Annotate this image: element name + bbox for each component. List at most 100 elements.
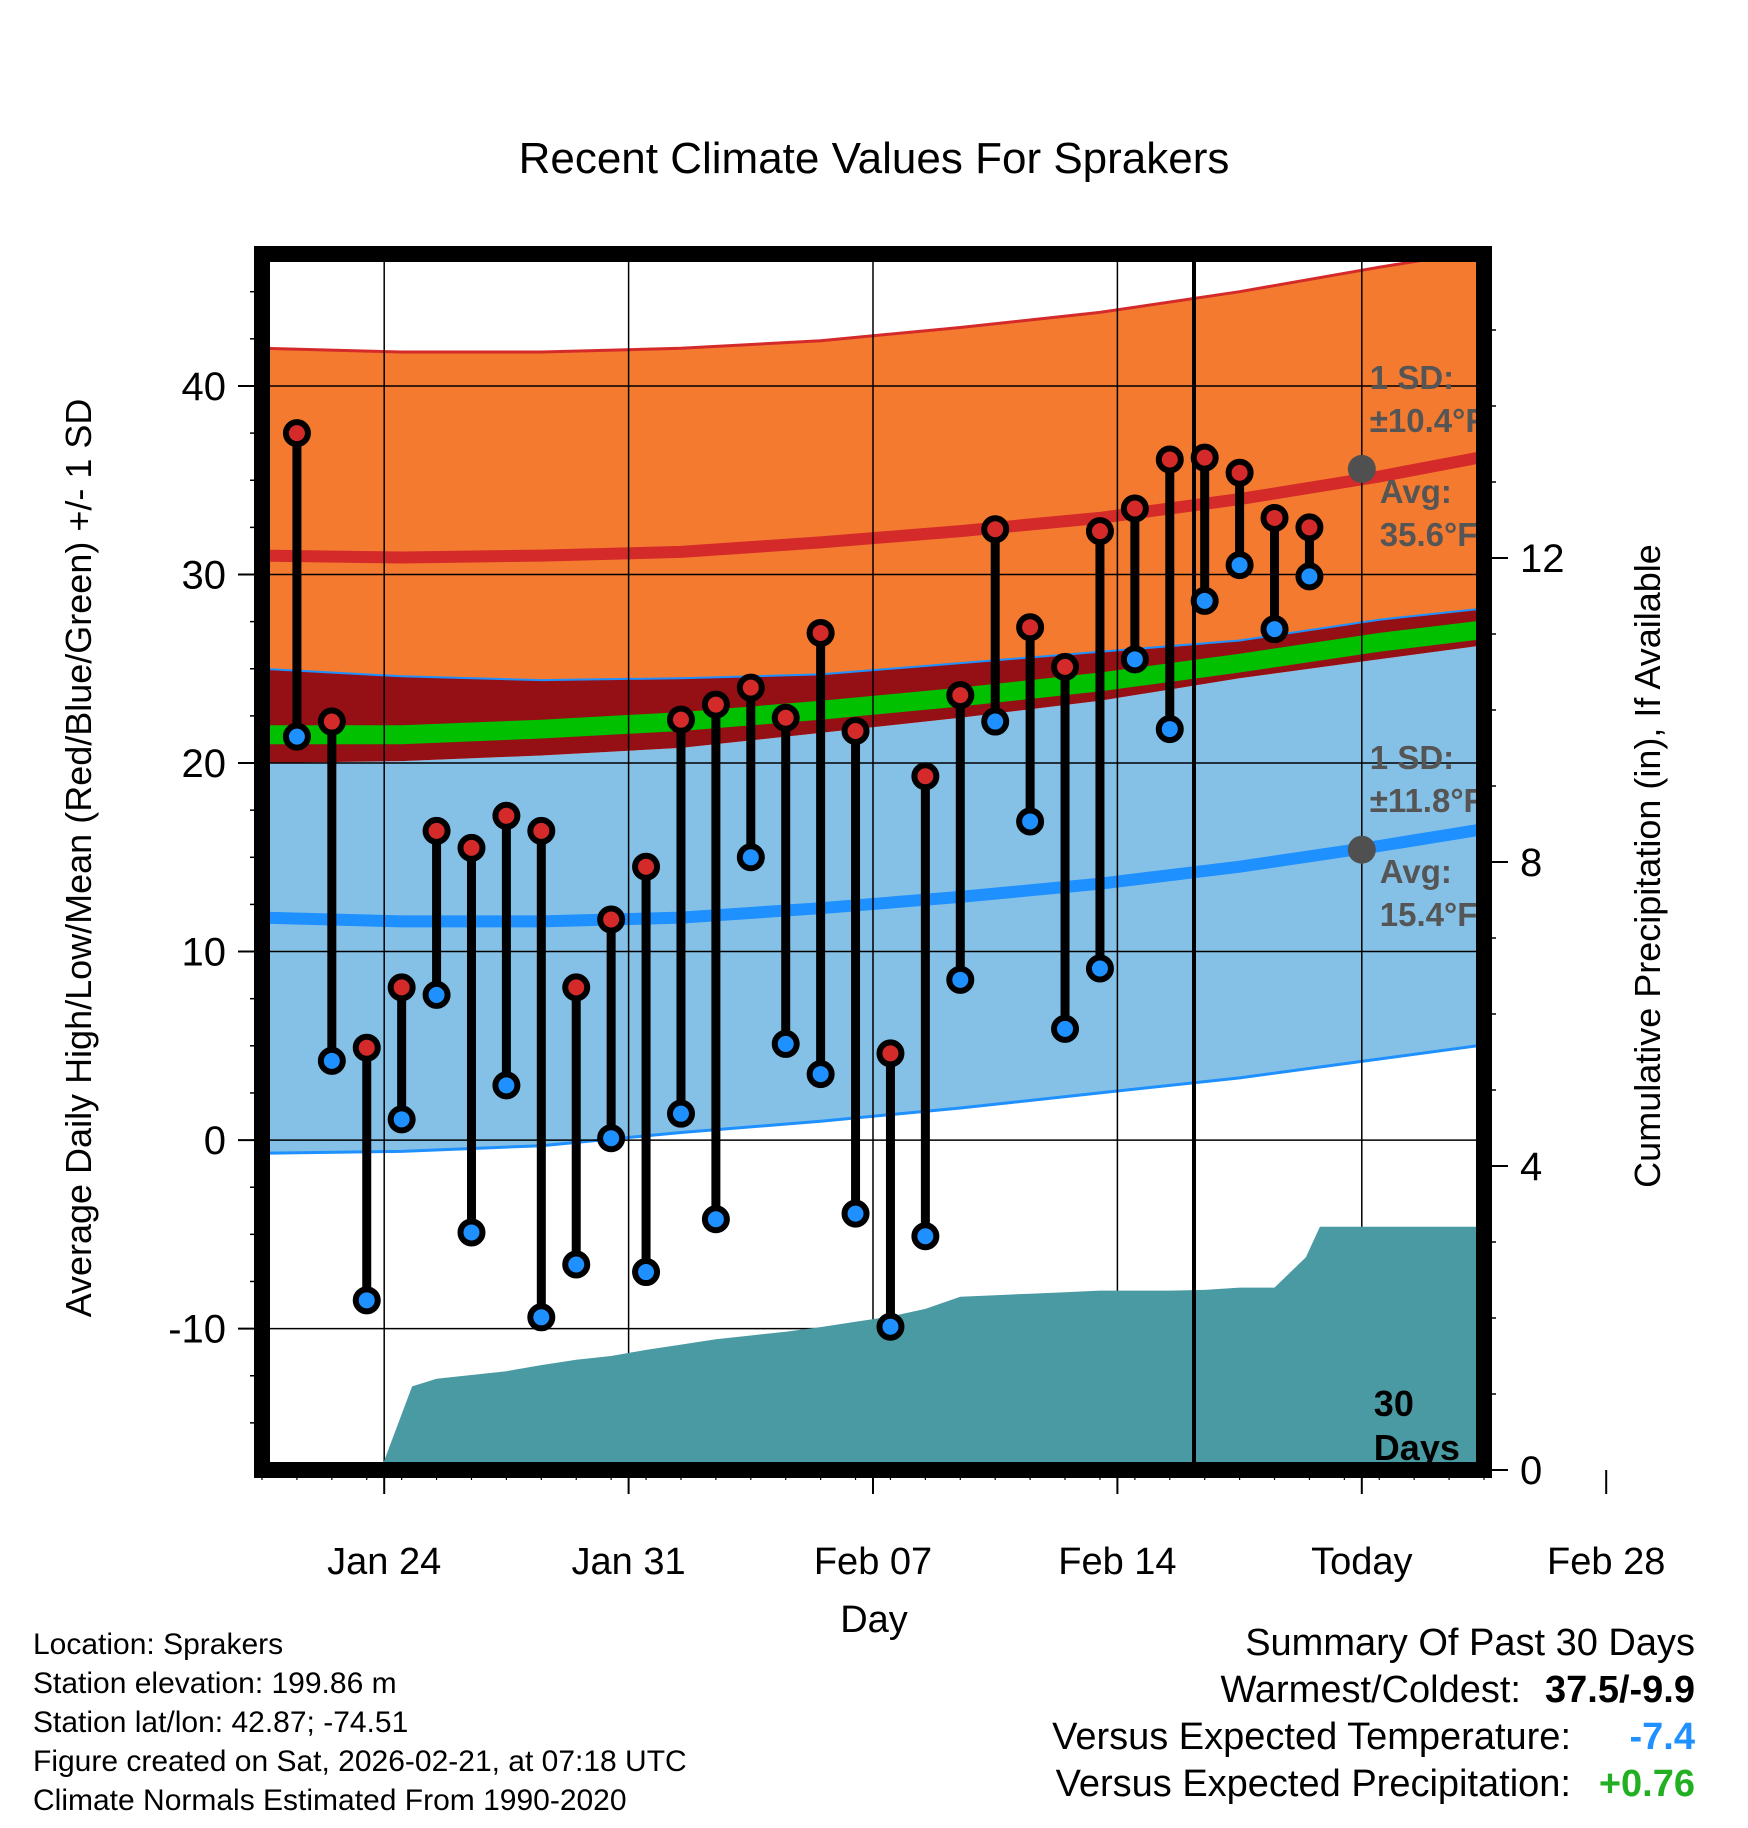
high-point [1159, 448, 1181, 470]
high-point [705, 694, 727, 716]
x-tick-label: Today [1311, 1541, 1412, 1583]
low-sd-value: ±11.8°F [1370, 782, 1484, 819]
y2-tick-label: 12 [1520, 537, 1565, 581]
high-point [1229, 462, 1251, 484]
high-point [460, 837, 482, 859]
y-tick-label: 0 [204, 1119, 226, 1163]
high-avg-value: 35.6°F [1380, 516, 1478, 553]
low-point [321, 1050, 343, 1072]
y2-axis-label: Cumulative Precipitation (in), If Availa… [1627, 544, 1668, 1188]
low-point [1229, 554, 1251, 576]
y-tick-label: 20 [182, 742, 227, 786]
high-avg-label: Avg: [1380, 473, 1452, 510]
low-point [1298, 565, 1320, 587]
low-point [530, 1306, 552, 1328]
high-point [1264, 507, 1286, 529]
high-point [1124, 498, 1146, 520]
warmest-row: Warmest/Coldest: 37.5/-9.9 [795, 1667, 1695, 1714]
high-point [530, 820, 552, 842]
high-sd-band [262, 245, 1711, 680]
high-point [321, 711, 343, 733]
low-point [356, 1289, 378, 1311]
summary-title: Summary Of Past 30 Days [795, 1620, 1695, 1667]
high-point [775, 707, 797, 729]
low-point [1019, 810, 1041, 832]
y-axis-label: Average Daily High/Low/Mean (Red/Blue/Gr… [58, 399, 99, 1318]
location-text: Location: Sprakers [33, 1625, 687, 1664]
temp-row: Versus Expected Temperature: -7.4 [795, 1714, 1695, 1761]
high-point [565, 976, 587, 998]
y-tick-label: 30 [182, 553, 227, 597]
y2-tick-label: 0 [1520, 1449, 1542, 1493]
high-point [949, 684, 971, 706]
low-point [984, 711, 1006, 733]
high-point [391, 976, 413, 998]
window-label: 30 [1374, 1383, 1414, 1424]
high-point [1054, 656, 1076, 678]
low-point [914, 1225, 936, 1247]
low-point [879, 1316, 901, 1338]
y-tick-label: 10 [182, 931, 227, 975]
low-point [845, 1203, 867, 1225]
low-point [949, 969, 971, 991]
low-point [600, 1127, 622, 1149]
temp-value: -7.4 [1595, 1714, 1695, 1761]
x-tick-label: Feb 28 [1547, 1541, 1665, 1583]
low-point [775, 1033, 797, 1055]
temp-label: Versus Expected Temperature: [1052, 1716, 1571, 1758]
elevation-text: Station elevation: 199.86 m [33, 1664, 687, 1703]
y2-tick-label: 8 [1520, 841, 1542, 885]
low-point [810, 1063, 832, 1085]
low-point [565, 1254, 587, 1276]
precip-label: Versus Expected Precipitation: [1056, 1763, 1571, 1805]
y-tick-label: -10 [168, 1308, 226, 1352]
high-point [1019, 616, 1041, 638]
x-tick-label: Feb 14 [1058, 1541, 1176, 1583]
low-point [1089, 958, 1111, 980]
high-point [426, 820, 448, 842]
low-point [1264, 618, 1286, 640]
high-point [356, 1037, 378, 1059]
low-point [740, 846, 762, 868]
low-avg-marker [1348, 836, 1376, 864]
precipitation-fill [381, 1227, 1484, 1470]
warmest-label: Warmest/Coldest: [1220, 1669, 1521, 1711]
high-point [914, 765, 936, 787]
low-point [635, 1261, 657, 1283]
high-point [879, 1042, 901, 1064]
high-point [670, 709, 692, 731]
low-point [1159, 718, 1181, 740]
window-label: Days [1374, 1427, 1460, 1468]
warmest-value: 37.5/-9.9 [1545, 1667, 1695, 1714]
precipitation-area [381, 1227, 1484, 1470]
normals-text: Climate Normals Estimated From 1990-2020 [33, 1781, 687, 1820]
high-sd-label: 1 SD: [1370, 359, 1454, 396]
high-point [810, 622, 832, 644]
high-point [1194, 447, 1216, 469]
low-point [670, 1103, 692, 1125]
high-point [495, 805, 517, 827]
x-tick-label: Jan 24 [327, 1541, 441, 1583]
chart-title: Recent Climate Values For Sprakers [519, 134, 1230, 183]
high-point [984, 518, 1006, 540]
high-point [635, 856, 657, 878]
high-point [1089, 520, 1111, 542]
low-sd-label: 1 SD: [1370, 739, 1454, 776]
high-point [845, 720, 867, 742]
latlon-text: Station lat/lon: 42.87; -74.51 [33, 1703, 687, 1742]
precip-value: +0.76 [1595, 1761, 1695, 1808]
climate-chart: Recent Climate Values For Sprakers 1 SD:… [0, 0, 1748, 1828]
high-point [740, 677, 762, 699]
high-point [286, 422, 308, 444]
high-sd-value: ±10.4°F [1370, 402, 1486, 439]
summary-panel: Summary Of Past 30 Days Warmest/Coldest:… [795, 1620, 1695, 1808]
low-point [391, 1108, 413, 1130]
high-point [1298, 516, 1320, 538]
low-point [495, 1074, 517, 1096]
low-point [1054, 1018, 1076, 1040]
low-point [705, 1208, 727, 1230]
x-tick-label: Jan 31 [572, 1541, 686, 1583]
low-avg-value: 15.4°F [1380, 896, 1478, 933]
precip-row: Versus Expected Precipitation: +0.76 [795, 1761, 1695, 1808]
low-avg-label: Avg: [1380, 853, 1452, 890]
